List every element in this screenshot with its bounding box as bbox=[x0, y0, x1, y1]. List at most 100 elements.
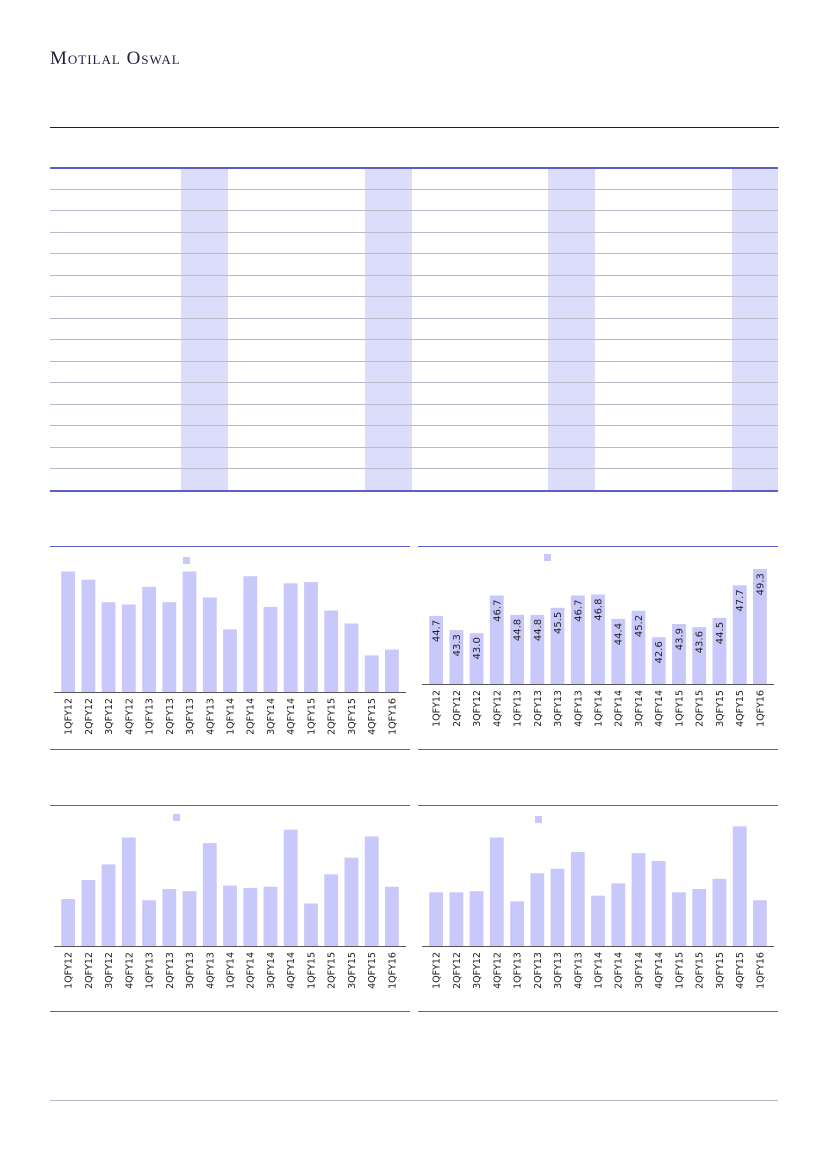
x-tick-label: 1QFY13 bbox=[513, 952, 524, 989]
x-tick-label: 3QFY14 bbox=[634, 690, 645, 727]
bar bbox=[142, 900, 156, 946]
bar bbox=[631, 610, 646, 684]
bar bbox=[61, 571, 75, 692]
x-tick-label: 4QFY12 bbox=[492, 690, 503, 727]
bar bbox=[81, 579, 96, 692]
bar bbox=[61, 899, 75, 946]
bar-chart: 1QFY12 2QFY12 3QFY12 4QFY12 1QFY13 2QFY13 3QFY… bbox=[54, 571, 406, 735]
bar-chart: 1QFY12 2QFY12 3QFY12 4QFY12 1QFY13 2QFY13 3QFY… bbox=[54, 829, 406, 989]
data-label: 49.3 bbox=[755, 573, 766, 595]
x-tick-label: 2QFY15 bbox=[695, 952, 706, 989]
data-table bbox=[50, 165, 778, 492]
chart-top-rule bbox=[418, 546, 778, 547]
x-tick-label: 2QFY12 bbox=[84, 952, 95, 989]
bar bbox=[364, 655, 379, 692]
x-tick-label: 4QFY12 bbox=[492, 952, 503, 989]
x-tick-label: 3QFY15 bbox=[347, 952, 358, 989]
bar-chart: 44.7 1QFY12 43.3 2QFY12 43.0 3QFY12 46.7 4QFY12… bbox=[422, 569, 774, 727]
x-tick-label: 4QFY13 bbox=[573, 952, 584, 989]
data-label: 44.7 bbox=[432, 620, 443, 642]
x-tick-label: 2QFY13 bbox=[533, 952, 544, 989]
bar bbox=[712, 617, 727, 684]
chart-bottom-rule bbox=[418, 749, 778, 750]
bar bbox=[591, 594, 605, 684]
x-tick-label: 4QFY15 bbox=[735, 690, 746, 727]
table-row-divider bbox=[50, 361, 778, 362]
bar bbox=[570, 595, 585, 684]
x-tick-label: 1QFY14 bbox=[594, 690, 605, 727]
x-tick-label: 3QFY13 bbox=[553, 690, 564, 727]
data-label: 46.8 bbox=[594, 599, 605, 621]
x-tick-label: 1QFY12 bbox=[432, 952, 443, 989]
bar-chart: 1QFY12 2QFY12 3QFY12 4QFY12 1QFY13 2QFY13 3QFY… bbox=[422, 826, 774, 989]
data-label: 44.5 bbox=[715, 622, 726, 644]
x-tick-label: 2QFY12 bbox=[452, 690, 463, 727]
x-tick-label: 2QFY15 bbox=[695, 690, 706, 727]
x-tick-label: 2QFY14 bbox=[614, 952, 625, 989]
table-row-divider bbox=[50, 232, 778, 233]
bar bbox=[182, 891, 197, 946]
x-tick-label: 1QFY16 bbox=[387, 952, 398, 989]
bar bbox=[631, 853, 646, 946]
x-tick-label: 1QFY13 bbox=[145, 952, 156, 989]
x-tick-label: 3QFY15 bbox=[715, 690, 726, 727]
table-row-divider bbox=[50, 425, 778, 426]
x-tick-label: 1QFY15 bbox=[674, 690, 685, 727]
data-label: 43.0 bbox=[472, 637, 483, 659]
data-label: 43.9 bbox=[674, 628, 685, 650]
x-tick-label: 4QFY15 bbox=[735, 952, 746, 989]
x-tick-label: 2QFY13 bbox=[165, 952, 176, 989]
table-row-divider bbox=[50, 167, 778, 169]
data-label: 46.7 bbox=[492, 600, 503, 622]
footer-rule bbox=[50, 1100, 778, 1101]
x-tick-label: 3QFY14 bbox=[266, 952, 277, 989]
x-tick-label: 1QFY12 bbox=[64, 698, 75, 735]
x-tick-label: 4QFY13 bbox=[205, 952, 216, 989]
bar bbox=[550, 607, 565, 685]
table-row-divider bbox=[50, 275, 778, 276]
x-tick-label: 1QFY15 bbox=[674, 952, 685, 989]
x-tick-label: 3QFY12 bbox=[472, 952, 483, 989]
chart-panel-3: 1QFY12 2QFY12 3QFY12 4QFY12 1QFY13 2QFY13 3QFY… bbox=[50, 805, 410, 1012]
bar bbox=[263, 886, 278, 946]
legend-swatch bbox=[544, 554, 551, 561]
bar bbox=[530, 614, 545, 684]
x-tick-label: 1QFY12 bbox=[64, 952, 75, 989]
bar bbox=[692, 889, 707, 946]
data-label: 47.7 bbox=[735, 589, 746, 611]
x-tick-label: 4QFY13 bbox=[573, 690, 584, 727]
bar bbox=[510, 901, 524, 946]
x-tick-label: 2QFY14 bbox=[614, 690, 625, 727]
bar bbox=[489, 595, 504, 684]
x-tick-label: 1QFY16 bbox=[755, 690, 766, 727]
bar bbox=[101, 602, 116, 692]
x-tick-label: 1QFY15 bbox=[306, 952, 317, 989]
table-row-divider bbox=[50, 339, 778, 340]
table-row-divider bbox=[50, 210, 778, 211]
table-row-divider bbox=[50, 253, 778, 254]
bar bbox=[489, 837, 504, 946]
bar bbox=[449, 630, 464, 684]
x-tick-label: 1QFY16 bbox=[387, 698, 398, 735]
x-tick-label: 3QFY15 bbox=[715, 952, 726, 989]
chart-panel-2: 44.7 1QFY12 43.3 2QFY12 43.0 3QFY12 46.7 4QFY12… bbox=[418, 546, 778, 750]
data-label: 44.4 bbox=[614, 623, 625, 645]
bar bbox=[672, 624, 686, 684]
data-label: 46.7 bbox=[573, 600, 584, 622]
table-shaded-column bbox=[365, 167, 412, 491]
chart-panel-1: 1QFY12 2QFY12 3QFY12 4QFY12 1QFY13 2QFY13 3QFY… bbox=[50, 546, 410, 750]
brand-logo: Motilal Oswal bbox=[50, 48, 181, 69]
header-rule bbox=[50, 127, 779, 128]
bar bbox=[243, 887, 258, 946]
data-label: 44.8 bbox=[513, 619, 524, 641]
bar bbox=[162, 889, 177, 946]
bar bbox=[429, 615, 443, 684]
bar bbox=[712, 878, 727, 946]
x-tick-label: 4QFY14 bbox=[654, 952, 665, 989]
data-label: 43.3 bbox=[452, 634, 463, 656]
legend-swatch bbox=[535, 816, 542, 823]
bar bbox=[121, 604, 136, 692]
legend-swatch bbox=[183, 557, 190, 564]
x-tick-label: 3QFY12 bbox=[104, 952, 115, 989]
x-tick-label: 2QFY13 bbox=[165, 698, 176, 735]
